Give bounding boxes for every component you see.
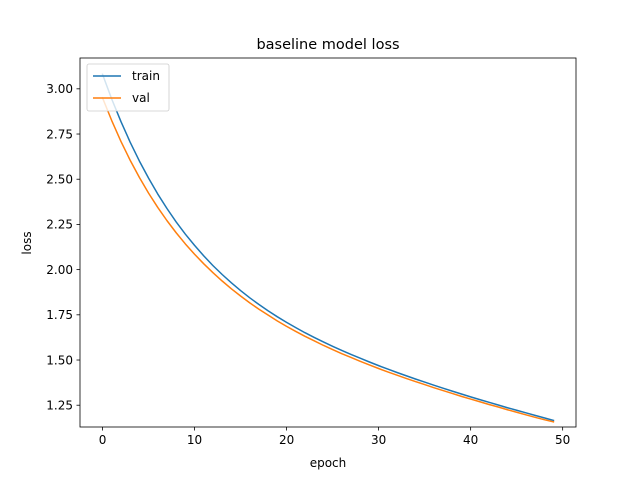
plot-lines: [101, 73, 555, 423]
plot-frame: [79, 57, 577, 428]
x-tick-label: 10: [187, 433, 202, 447]
y-tick-label: 1.50: [46, 353, 73, 367]
legend: train val: [86, 63, 170, 112]
series-line-val: [101, 96, 555, 423]
x-tick-label: 20: [279, 433, 294, 447]
y-axis: 1.25 1.50 1.75 2.00 2.25 2.50 2.75 3.00: [46, 82, 80, 413]
x-tick-label: 40: [463, 433, 478, 447]
y-tick-label: 2.50: [46, 173, 73, 187]
x-tick-label: 50: [555, 433, 570, 447]
y-tick-label: 1.75: [46, 308, 73, 322]
y-tick-label: 2.00: [46, 263, 73, 277]
x-axis: 0 10 20 30 40 50: [99, 427, 570, 447]
y-tick-label: 3.00: [46, 82, 73, 96]
chart-title: baseline model loss: [256, 37, 399, 53]
y-tick-label: 1.25: [46, 399, 73, 413]
y-tick-label: 2.25: [46, 218, 73, 232]
y-axis-label: loss: [20, 231, 34, 254]
series-line-train: [101, 73, 555, 422]
x-tick-label: 0: [99, 433, 107, 447]
x-axis-label: epoch: [310, 456, 347, 470]
x-tick-label: 30: [371, 433, 386, 447]
legend-label-val: val: [132, 91, 150, 105]
y-tick-label: 2.75: [46, 127, 73, 141]
legend-label-train: train: [132, 69, 160, 83]
